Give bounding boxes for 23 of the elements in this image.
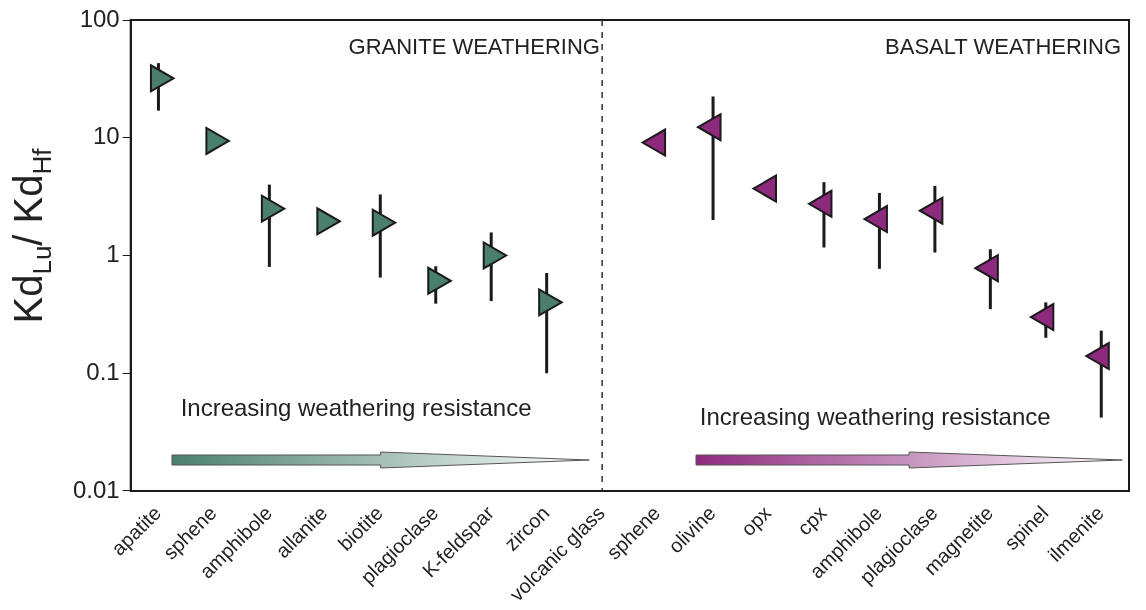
point [149,64,175,93]
point [1029,303,1055,332]
annotation: BASALT WEATHERING [885,34,1121,59]
y-tick-label: 0.01 [72,475,120,503]
point [260,194,286,223]
y-tick-label: 10 [93,122,120,150]
annotation: Increasing weathering resistance [180,393,532,421]
point [371,208,397,237]
annotation: Increasing weathering resistance [699,403,1051,431]
point [316,207,341,236]
annotation: GRANITE WEATHERING [348,34,600,59]
y-tick-label: 0.1 [86,357,120,385]
point [918,196,944,225]
point [205,126,230,155]
y-tick-label: 1 [106,240,120,268]
point [427,266,452,295]
point [752,174,778,203]
point [1085,342,1110,371]
y-tick-label: 100 [79,4,120,32]
x-tick-label: opx [736,501,776,541]
point [863,205,888,234]
point [807,189,833,218]
point [974,254,999,283]
